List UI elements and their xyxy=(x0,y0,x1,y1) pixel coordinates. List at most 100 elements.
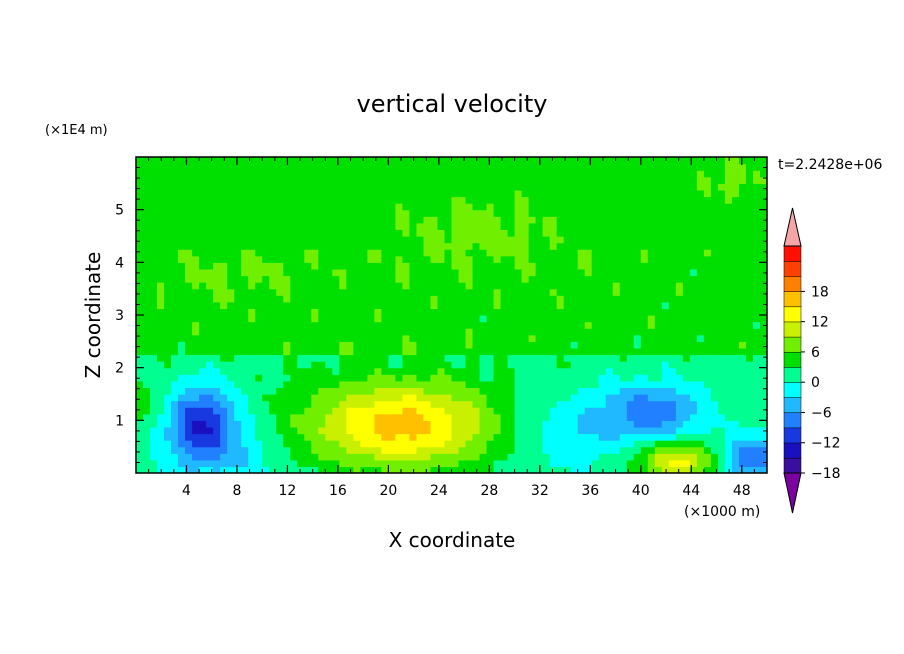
field-cell xyxy=(696,394,705,402)
colorbar-bin xyxy=(783,366,802,383)
field-cell xyxy=(689,433,698,441)
field-cell xyxy=(227,315,235,323)
field-cell xyxy=(591,157,600,165)
field-cell xyxy=(318,354,326,362)
field-cell xyxy=(423,321,432,329)
field-cell xyxy=(381,262,389,270)
field-cell xyxy=(549,374,558,382)
field-cell xyxy=(360,275,368,283)
field-cell xyxy=(507,170,516,178)
field-cell xyxy=(745,394,754,402)
field-cell xyxy=(549,446,558,454)
field-cell xyxy=(759,229,767,237)
field-cell xyxy=(185,446,193,454)
field-cell xyxy=(458,157,467,165)
field-cell xyxy=(745,222,754,231)
field-cell xyxy=(472,255,481,263)
field-cell xyxy=(367,183,375,191)
field-cell xyxy=(752,301,761,310)
field-cell xyxy=(157,288,165,296)
field-cell xyxy=(143,387,151,395)
field-cell xyxy=(381,341,389,349)
field-cell xyxy=(409,315,418,323)
field-cell xyxy=(423,328,432,336)
field-cell xyxy=(430,394,439,402)
field-cell xyxy=(654,341,663,349)
field-cell xyxy=(682,163,691,171)
field-cell xyxy=(297,170,305,178)
field-cell xyxy=(717,466,726,473)
field-cell xyxy=(381,176,389,184)
field-cell xyxy=(269,446,277,454)
field-cell xyxy=(724,321,733,329)
field-cell xyxy=(318,341,326,349)
field-cell xyxy=(402,354,411,362)
field-cell xyxy=(759,347,767,356)
field-cell xyxy=(619,328,628,336)
field-cell xyxy=(220,268,228,277)
field-cell xyxy=(731,315,740,323)
field-cell xyxy=(682,459,691,468)
field-cell xyxy=(535,163,544,171)
field-cell xyxy=(388,321,397,329)
field-cell xyxy=(150,446,158,454)
field-cell xyxy=(339,203,347,211)
field-cell xyxy=(493,400,502,408)
field-cell xyxy=(479,196,488,204)
field-cell xyxy=(626,354,635,362)
field-cell xyxy=(563,157,572,165)
field-cell xyxy=(339,229,347,237)
field-cell xyxy=(227,216,235,224)
field-cell xyxy=(192,242,200,250)
field-cell xyxy=(290,170,298,178)
field-cell xyxy=(696,367,705,375)
field-cell xyxy=(255,361,263,369)
field-cell xyxy=(542,315,551,323)
field-cell xyxy=(318,196,326,204)
field-cell xyxy=(332,183,340,191)
field-cell xyxy=(297,275,305,283)
field-cell xyxy=(598,163,607,171)
field-cell xyxy=(164,249,172,257)
field-cell xyxy=(521,295,530,303)
field-cell xyxy=(752,446,761,454)
field-cell xyxy=(745,255,754,263)
field-cell xyxy=(220,367,228,375)
field-cell xyxy=(682,170,691,178)
field-cell xyxy=(227,466,235,473)
field-cell xyxy=(465,229,474,237)
field-cell xyxy=(157,453,165,461)
field-cell xyxy=(178,209,186,217)
field-cell xyxy=(535,413,544,421)
field-cell xyxy=(311,196,319,204)
field-cell xyxy=(178,249,186,257)
field-cell xyxy=(563,426,572,435)
field-cell xyxy=(185,433,193,441)
field-cell xyxy=(157,301,165,310)
field-cell xyxy=(360,433,368,441)
field-cell xyxy=(276,170,284,178)
field-cell xyxy=(248,308,256,316)
field-cell xyxy=(556,222,565,231)
field-cell xyxy=(199,308,207,316)
field-cell xyxy=(479,308,488,316)
field-cell xyxy=(486,255,495,263)
field-cell xyxy=(150,433,158,441)
field-cell xyxy=(157,380,165,389)
field-cell xyxy=(675,413,684,421)
field-cell xyxy=(521,203,530,211)
field-cell xyxy=(283,216,291,224)
field-cell xyxy=(353,407,361,415)
field-cell xyxy=(710,236,719,244)
field-cell xyxy=(339,249,347,257)
field-cell xyxy=(570,354,579,362)
field-cell xyxy=(304,242,312,250)
field-cell xyxy=(591,315,600,323)
field-cell xyxy=(640,407,649,415)
field-cell xyxy=(521,446,530,454)
field-cell xyxy=(437,321,446,329)
field-cell xyxy=(570,301,579,310)
field-cell xyxy=(437,361,446,369)
field-cell xyxy=(696,341,705,349)
field-cell xyxy=(703,301,712,310)
